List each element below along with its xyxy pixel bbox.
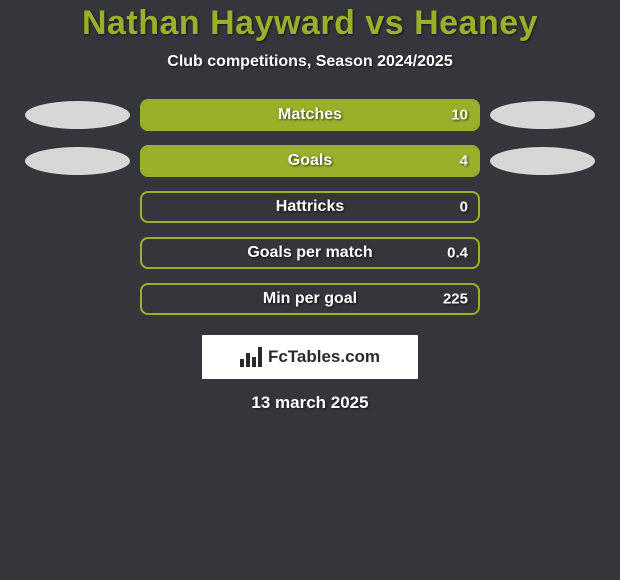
stat-label: Hattricks [276, 198, 344, 216]
bar-chart-icon [240, 347, 262, 367]
brand-label: FcTables.com [268, 347, 380, 367]
bar-fill-left [142, 147, 310, 175]
player-left-marker [25, 101, 130, 129]
comparison-card: Nathan Hayward vs Heaney Club competitio… [0, 0, 620, 413]
stat-bar: Goals per match 0.4 [140, 237, 480, 269]
stat-bar: Matches 10 [140, 99, 480, 131]
player-right-marker [490, 101, 595, 129]
page-title: Nathan Hayward vs Heaney [0, 4, 620, 43]
stat-row: Hattricks 0 [0, 191, 620, 223]
stat-label: Min per goal [263, 290, 357, 308]
date-label: 13 march 2025 [0, 393, 620, 413]
stat-row: Goals per match 0.4 [0, 237, 620, 269]
stat-value-right: 0 [460, 199, 468, 216]
stat-row: Min per goal 225 [0, 283, 620, 315]
stat-value-right: 10 [451, 107, 468, 124]
stats-rows: Matches 10 Goals 4 Hattricks 0 Goals per match… [0, 99, 620, 315]
stat-label: Matches [278, 106, 342, 124]
stat-label: Goals per match [247, 244, 372, 262]
stat-value-right: 225 [443, 291, 468, 308]
stat-value-right: 4 [460, 153, 468, 170]
stat-bar: Min per goal 225 [140, 283, 480, 315]
stat-value-right: 0.4 [447, 245, 468, 262]
player-left-marker [25, 147, 130, 175]
player-right-marker [490, 147, 595, 175]
bar-fill-right [310, 147, 478, 175]
stat-bar: Goals 4 [140, 145, 480, 177]
subtitle: Club competitions, Season 2024/2025 [0, 53, 620, 71]
stat-row: Matches 10 [0, 99, 620, 131]
brand-box: FcTables.com [202, 335, 418, 379]
stat-label: Goals [288, 152, 332, 170]
stat-bar: Hattricks 0 [140, 191, 480, 223]
stat-row: Goals 4 [0, 145, 620, 177]
